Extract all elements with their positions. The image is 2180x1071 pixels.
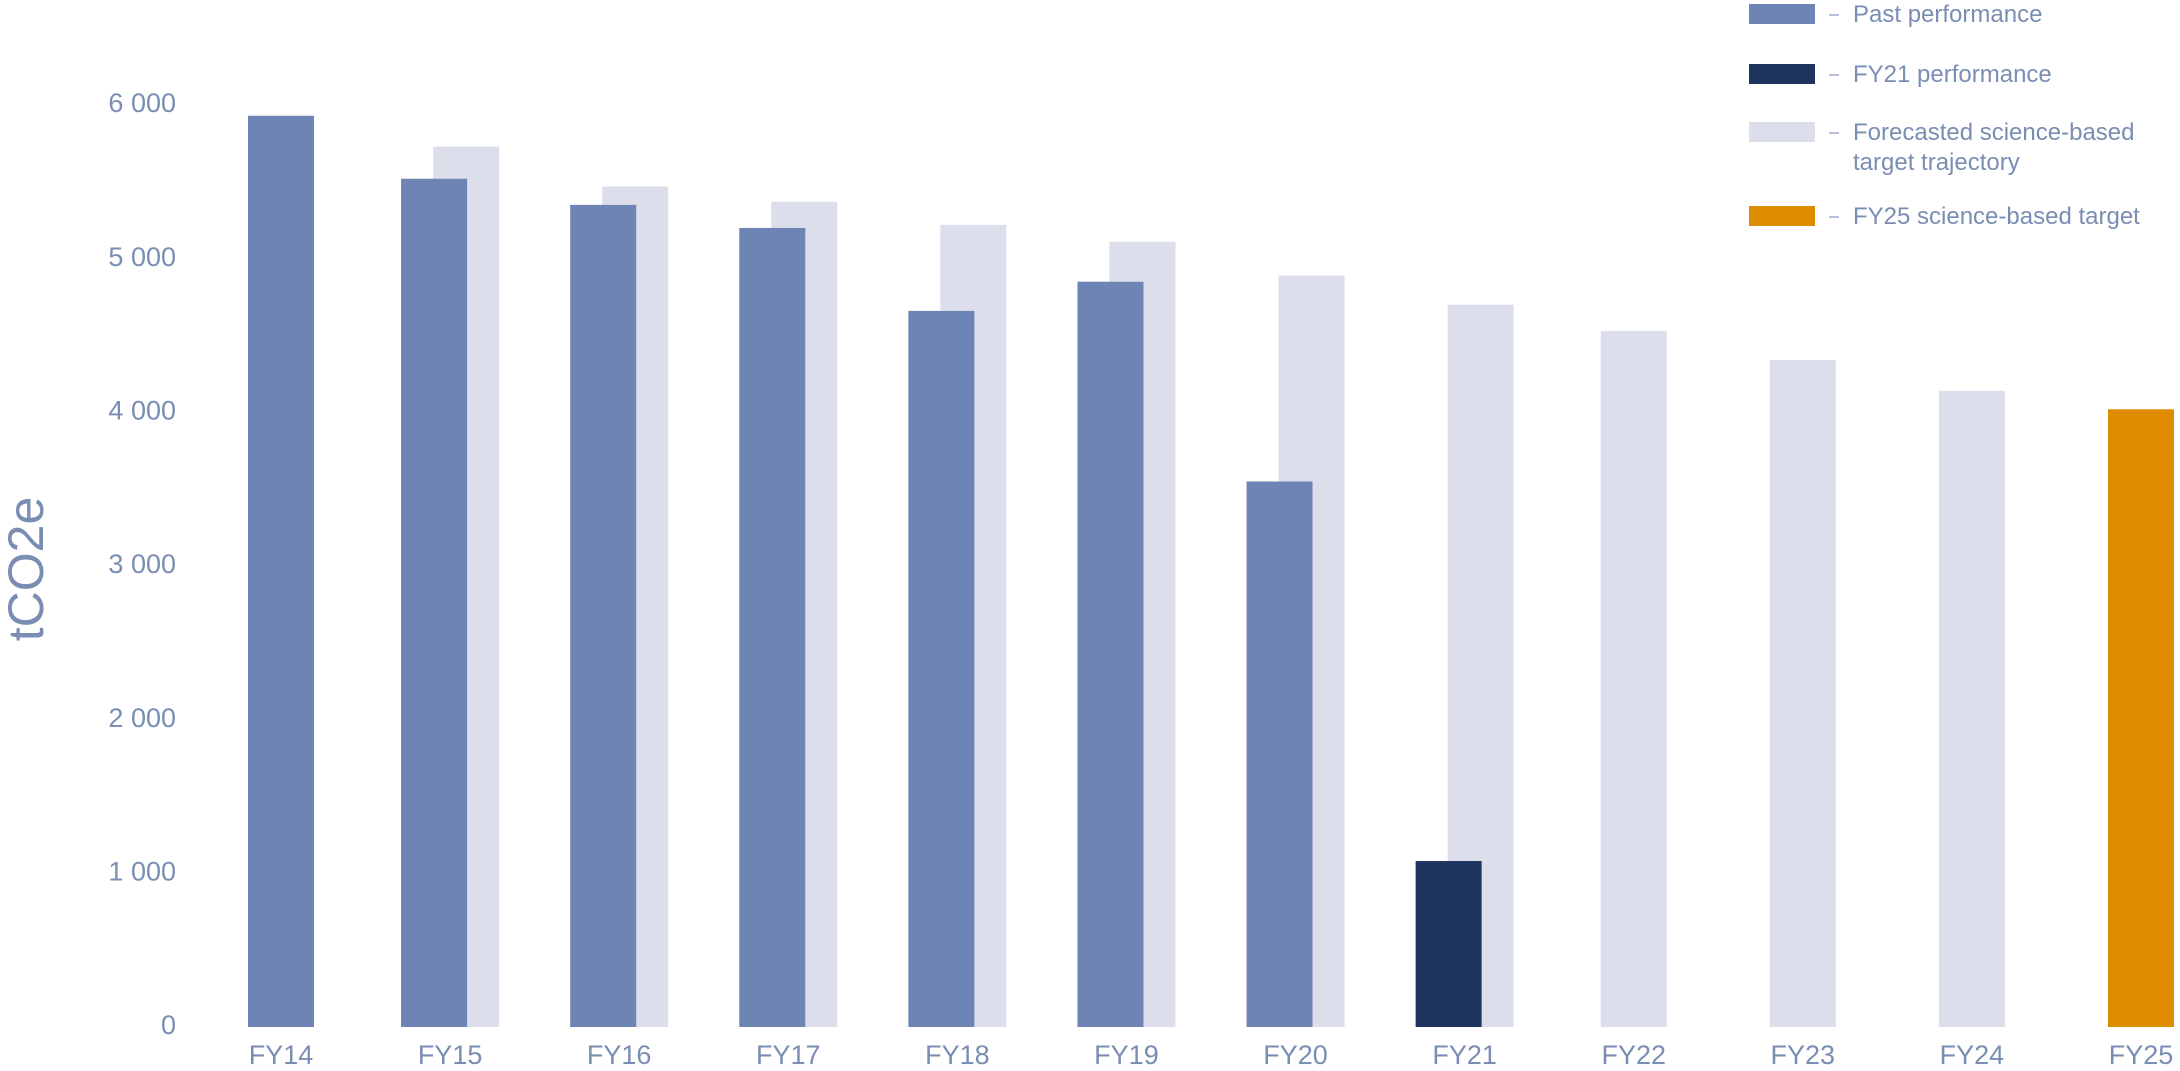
legend-item: Forecasted science-based target trajecto…: [1749, 118, 2173, 178]
bar: [1246, 481, 1313, 1027]
legend-label: Forecasted science-based target trajecto…: [1853, 119, 2135, 176]
x-tick-label: FY17: [756, 1040, 821, 1070]
x-tick-label: FY16: [587, 1040, 652, 1070]
bar: [2108, 409, 2174, 1027]
y-axis-label: tCO2e: [0, 497, 54, 642]
x-tick-label: FY22: [1601, 1040, 1666, 1070]
x-tick-label: FY24: [1940, 1040, 2005, 1070]
legend-dash: [1829, 74, 1839, 76]
y-tick-label: 3 000: [108, 549, 176, 579]
legend-swatch: [1749, 206, 1815, 226]
bar: [908, 310, 975, 1027]
bar: [401, 178, 468, 1027]
y-tick-label: 6 000: [108, 88, 176, 118]
x-tick-label: FY18: [925, 1040, 990, 1070]
x-tick-label: FY25: [2109, 1040, 2174, 1070]
legend-dash: [1829, 14, 1839, 16]
bar: [1769, 360, 1836, 1027]
legend-label: Past performance: [1853, 1, 2043, 28]
bar: [1600, 330, 1667, 1027]
legend-swatch: [1749, 122, 1815, 142]
bar: [570, 204, 637, 1028]
legend-swatch: [1749, 4, 1815, 24]
y-tick-label: 2 000: [108, 703, 176, 733]
legend-label: FY21 performance: [1853, 61, 2052, 88]
bar: [1077, 281, 1144, 1027]
legend-item: Past performance: [1749, 0, 2173, 30]
legend-label: FY25 science-based target: [1853, 203, 2140, 230]
y-tick-label: 4 000: [108, 395, 176, 425]
bar: [1415, 861, 1482, 1027]
x-tick-label: FY15: [418, 1040, 483, 1070]
x-tick-label: FY19: [1094, 1040, 1159, 1070]
x-tick-label: FY20: [1263, 1040, 1328, 1070]
x-tick-label: FY14: [249, 1040, 314, 1070]
legend-item: FY21 performance: [1749, 60, 2173, 90]
y-tick-label: 0: [161, 1010, 176, 1040]
bar: [739, 227, 806, 1027]
legend-dash: [1829, 216, 1839, 218]
x-tick-label: FY23: [1771, 1040, 1836, 1070]
legend-item: FY25 science-based target: [1749, 202, 2173, 232]
bar: [1938, 390, 2005, 1027]
bar: [248, 115, 314, 1028]
legend-dash: [1829, 132, 1839, 134]
y-tick-label: 1 000: [108, 856, 176, 886]
x-tick-label: FY21: [1432, 1040, 1497, 1070]
legend-swatch: [1749, 64, 1815, 84]
y-tick-label: 5 000: [108, 242, 176, 272]
